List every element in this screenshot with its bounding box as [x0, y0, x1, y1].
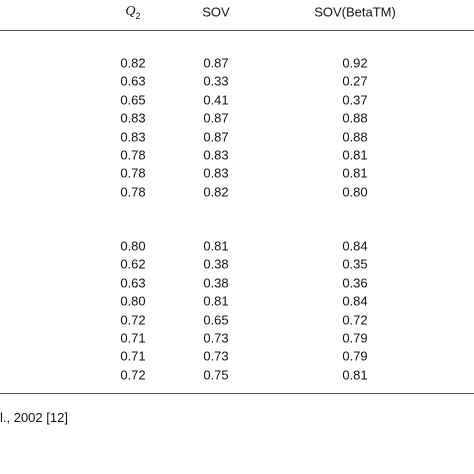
table-cell: 0.38 — [203, 256, 229, 272]
footnote: l., 2002 [12] — [0, 410, 68, 425]
table-cell: 0.37 — [342, 92, 368, 108]
table-cell: 0.75 — [203, 367, 229, 383]
table-cell: 0.80 — [120, 238, 146, 254]
table-cell: 0.81 — [342, 367, 368, 383]
table-cell: 0.38 — [203, 275, 229, 291]
table-cell: 0.72 — [120, 312, 146, 328]
table-cell: 0.65 — [203, 312, 229, 328]
q-subscript: 2 — [135, 10, 141, 21]
table-cell: 0.82 — [120, 55, 146, 71]
bottom-rule — [0, 393, 474, 394]
table-cell: 0.63 — [120, 73, 146, 89]
table-cell: 0.83 — [203, 165, 229, 181]
header-rule — [0, 30, 474, 31]
table-cell: 0.73 — [203, 330, 229, 346]
table-cell: 0.73 — [203, 348, 229, 364]
column-header: Q2 — [125, 3, 140, 21]
table-cell: 0.72 — [342, 312, 368, 328]
table-cell: 0.78 — [120, 165, 146, 181]
table-cell: 0.87 — [203, 55, 229, 71]
table-cell: 0.83 — [203, 147, 229, 163]
table-cell: 0.71 — [120, 348, 146, 364]
table-cell: 0.41 — [203, 92, 229, 108]
table-cell: 0.87 — [203, 129, 229, 145]
table-cell: 0.79 — [342, 348, 368, 364]
table-cell: 0.88 — [342, 110, 368, 126]
table-cell: 0.88 — [342, 129, 368, 145]
table-cell: 0.33 — [203, 73, 229, 89]
column-header: SOV — [202, 4, 230, 20]
table-cell: 0.80 — [120, 293, 146, 309]
table-cell: 0.87 — [203, 110, 229, 126]
table-cell: 0.78 — [120, 147, 146, 163]
table-cell: 0.71 — [120, 330, 146, 346]
table-cell: 0.81 — [203, 293, 229, 309]
table-cell: 0.65 — [120, 92, 146, 108]
table-cell: 0.92 — [342, 55, 368, 71]
table-cell: 0.83 — [120, 129, 146, 145]
table-cell: 0.80 — [342, 184, 368, 200]
table-cell: 0.81 — [203, 238, 229, 254]
table-cell: 0.27 — [342, 73, 368, 89]
table-cell: 0.35 — [342, 256, 368, 272]
table-cell: 0.79 — [342, 330, 368, 346]
table-cell: 0.72 — [120, 367, 146, 383]
table-cell: 0.81 — [342, 165, 368, 181]
table-cell: 0.83 — [120, 110, 146, 126]
table-cell: 0.63 — [120, 275, 146, 291]
table-cell: 0.84 — [342, 293, 368, 309]
table-cell: 0.81 — [342, 147, 368, 163]
table-cell: 0.84 — [342, 238, 368, 254]
table-cell: 0.36 — [342, 275, 368, 291]
table-cell: 0.62 — [120, 256, 146, 272]
table-cell: 0.78 — [120, 184, 146, 200]
column-header: SOV(BetaTM) — [314, 4, 396, 20]
q-symbol: Q — [125, 4, 136, 20]
table-cell: 0.82 — [203, 184, 229, 200]
